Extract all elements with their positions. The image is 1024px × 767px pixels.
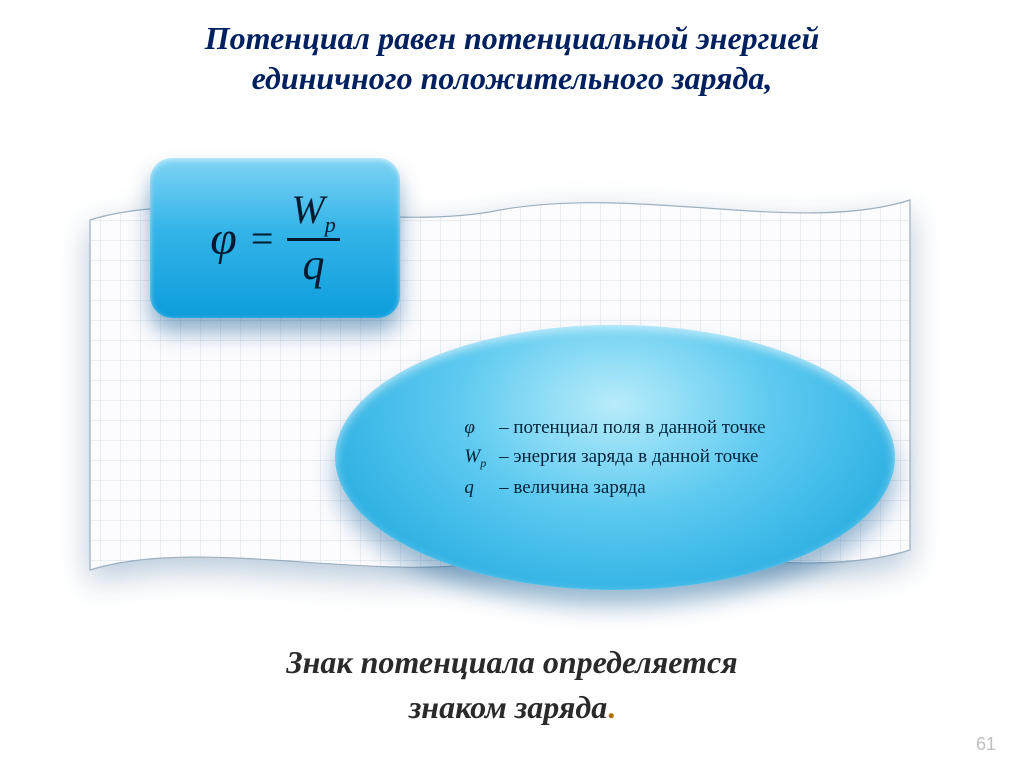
- formula-lhs: φ: [210, 211, 237, 266]
- title-line-1: Потенциал равен потенциальной энергией: [60, 18, 964, 58]
- legend-text: величина заряда: [513, 477, 645, 498]
- legend-symbol: Wp: [464, 442, 494, 472]
- legend-list: φ – потенциал поля в данной точке Wp – э…: [464, 413, 765, 502]
- page-number: 61: [976, 734, 996, 755]
- title-line-2: единичного положительного заряда,: [60, 58, 964, 98]
- trailing-period: .: [607, 689, 615, 725]
- legend-text: энергия заряда в данной точке: [513, 446, 758, 467]
- legend-symbol: φ: [464, 413, 494, 442]
- legend-symbol: q: [464, 473, 494, 502]
- legend-row: Wp – энергия заряда в данной точке: [464, 442, 765, 472]
- formula-denominator: q: [303, 241, 325, 287]
- legend-ellipse: φ – потенциал поля в данной точке Wp – э…: [335, 325, 895, 590]
- legend-row: φ – потенциал поля в данной точке: [464, 413, 765, 442]
- formula: φ = Wp q: [210, 190, 339, 287]
- bottom-statement: Знак потенциала определяется знаком заря…: [0, 640, 1024, 730]
- legend-text: потенциал поля в данной точке: [513, 417, 765, 438]
- formula-fraction: Wp q: [287, 190, 339, 287]
- formula-equals: =: [251, 215, 274, 262]
- bottom-line-1: Знак потенциала определяется: [0, 640, 1024, 685]
- bottom-line-2: знаком заряда.: [0, 685, 1024, 730]
- numerator-sub: p: [325, 212, 336, 237]
- formula-numerator: Wp: [287, 190, 339, 238]
- formula-box: φ = Wp q: [150, 158, 400, 318]
- slide-title: Потенциал равен потенциальной энергией е…: [0, 0, 1024, 98]
- legend-row: q – величина заряда: [464, 473, 765, 502]
- numerator-base: W: [291, 187, 324, 232]
